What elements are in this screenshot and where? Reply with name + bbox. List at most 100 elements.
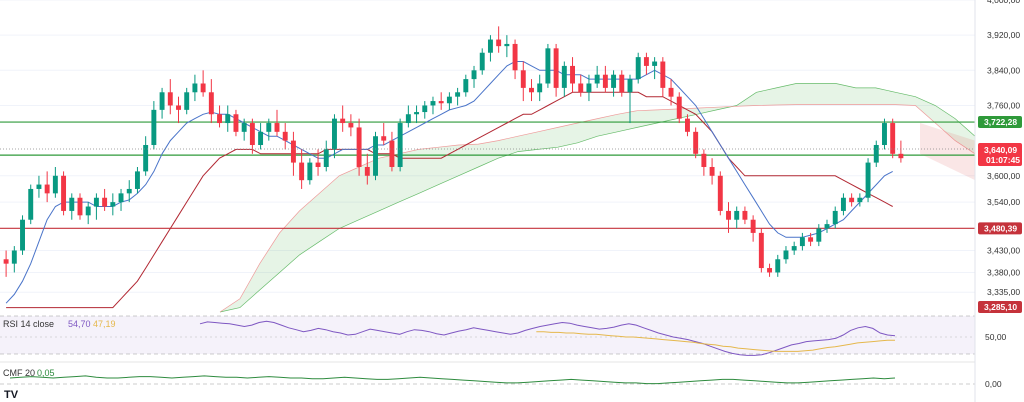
candle-109 <box>898 140 904 163</box>
candle-93 <box>767 263 773 277</box>
candle-32 <box>266 118 272 141</box>
y-tick-4: 3,600,00 <box>987 171 1020 181</box>
candle-12 <box>102 188 108 211</box>
y-tick-8: 3,335,00 <box>987 287 1020 297</box>
candle-82 <box>676 92 682 124</box>
candle-84 <box>693 127 699 159</box>
candle-31 <box>258 123 264 150</box>
candle-66 <box>545 43 551 88</box>
y-tick-5: 3,540,00 <box>987 197 1020 207</box>
candle-76 <box>627 74 633 124</box>
candle-38 <box>315 149 321 176</box>
candle-7 <box>61 171 67 216</box>
tradingview-logo: TV <box>4 389 19 401</box>
candle-72 <box>594 65 600 88</box>
candle-69 <box>570 57 575 93</box>
candle-105 <box>865 158 871 203</box>
candle-73 <box>602 65 608 93</box>
cmf-value: 0,05 <box>37 368 55 378</box>
candle-34 <box>282 123 288 150</box>
candle-57 <box>471 65 477 88</box>
candle-51 <box>422 101 428 119</box>
candle-39 <box>323 140 329 172</box>
candle-103 <box>849 193 855 207</box>
series-line-1 <box>5 61 893 304</box>
rsi-ma-value: 47,19 <box>93 319 116 329</box>
rsi-tick: 50,00 <box>985 332 1007 342</box>
candle-6 <box>52 166 58 198</box>
y-tick-1: 3,920,00 <box>987 30 1020 40</box>
candle-101 <box>832 206 838 229</box>
candle-20 <box>167 79 173 115</box>
candle-40 <box>332 114 337 159</box>
level-badge-2: 3,480,39 <box>978 222 1022 235</box>
candle-108 <box>890 118 896 159</box>
cmf-label: CMF 20 <box>3 368 35 378</box>
candle-104 <box>857 193 863 207</box>
candle-54 <box>446 92 452 110</box>
price-badges: 3,722,283,646,993,480,393,285,103,640,09… <box>978 116 1022 313</box>
level-badge-3: 3,285,10 <box>978 301 1022 313</box>
candle-61 <box>504 35 510 58</box>
cmf-pane <box>9 375 896 385</box>
candle-89 <box>734 206 740 229</box>
candle-27 <box>225 105 231 132</box>
y-tick-7: 3,380,00 <box>987 267 1020 277</box>
candle-87 <box>717 171 723 216</box>
candle-4 <box>36 175 42 198</box>
rsi-line-0 <box>199 320 896 356</box>
candle-88 <box>726 202 731 233</box>
candle-37 <box>307 158 313 185</box>
candle-58 <box>479 48 485 75</box>
candle-92 <box>758 228 764 273</box>
candle-43 <box>356 118 362 176</box>
svg-text:01:07:45: 01:07:45 <box>986 155 1020 165</box>
candle-1 <box>11 246 17 273</box>
candle-41 <box>340 105 346 132</box>
candle-36 <box>299 149 305 189</box>
price-axis[interactable]: 4,000,00 3,920,00 3,840,00 3,760,00 3,600,00… <box>987 0 1020 297</box>
candle-56 <box>463 74 469 97</box>
candles <box>3 26 904 277</box>
candle-14 <box>118 188 124 211</box>
candle-24 <box>200 70 206 97</box>
rsi-line-1 <box>536 331 895 352</box>
candle-11 <box>93 193 99 220</box>
candle-48 <box>397 118 403 172</box>
candle-67 <box>553 43 559 97</box>
svg-text:3,480,39: 3,480,39 <box>984 223 1017 233</box>
candle-80 <box>660 57 666 97</box>
y-tick-2: 3,840,00 <box>987 65 1020 75</box>
candle-50 <box>414 105 420 124</box>
candle-55 <box>455 87 461 106</box>
candle-83 <box>684 114 690 137</box>
candle-21 <box>176 96 181 124</box>
y-tick-0: 4,000,00 <box>987 0 1020 5</box>
candle-98 <box>808 232 814 247</box>
candle-18 <box>151 101 157 150</box>
candle-64 <box>529 79 534 102</box>
candle-35 <box>290 131 296 176</box>
candle-23 <box>192 74 198 102</box>
candle-85 <box>701 149 707 176</box>
candle-79 <box>652 57 658 80</box>
candle-62 <box>512 39 518 80</box>
candle-33 <box>274 109 280 137</box>
series-line-0 <box>6 91 893 309</box>
candle-46 <box>381 123 387 146</box>
candle-100 <box>824 219 830 233</box>
candle-42 <box>348 114 354 137</box>
candle-60 <box>496 26 502 53</box>
candle-16 <box>134 166 140 194</box>
candle-10 <box>85 202 91 225</box>
y-tick-3: 3,760,00 <box>987 100 1020 110</box>
candle-86 <box>709 158 715 185</box>
candle-45 <box>373 131 378 181</box>
candle-77 <box>635 52 641 84</box>
candle-107 <box>882 118 887 150</box>
candle-22 <box>184 87 190 115</box>
candle-74 <box>611 70 617 97</box>
candle-59 <box>487 35 493 62</box>
